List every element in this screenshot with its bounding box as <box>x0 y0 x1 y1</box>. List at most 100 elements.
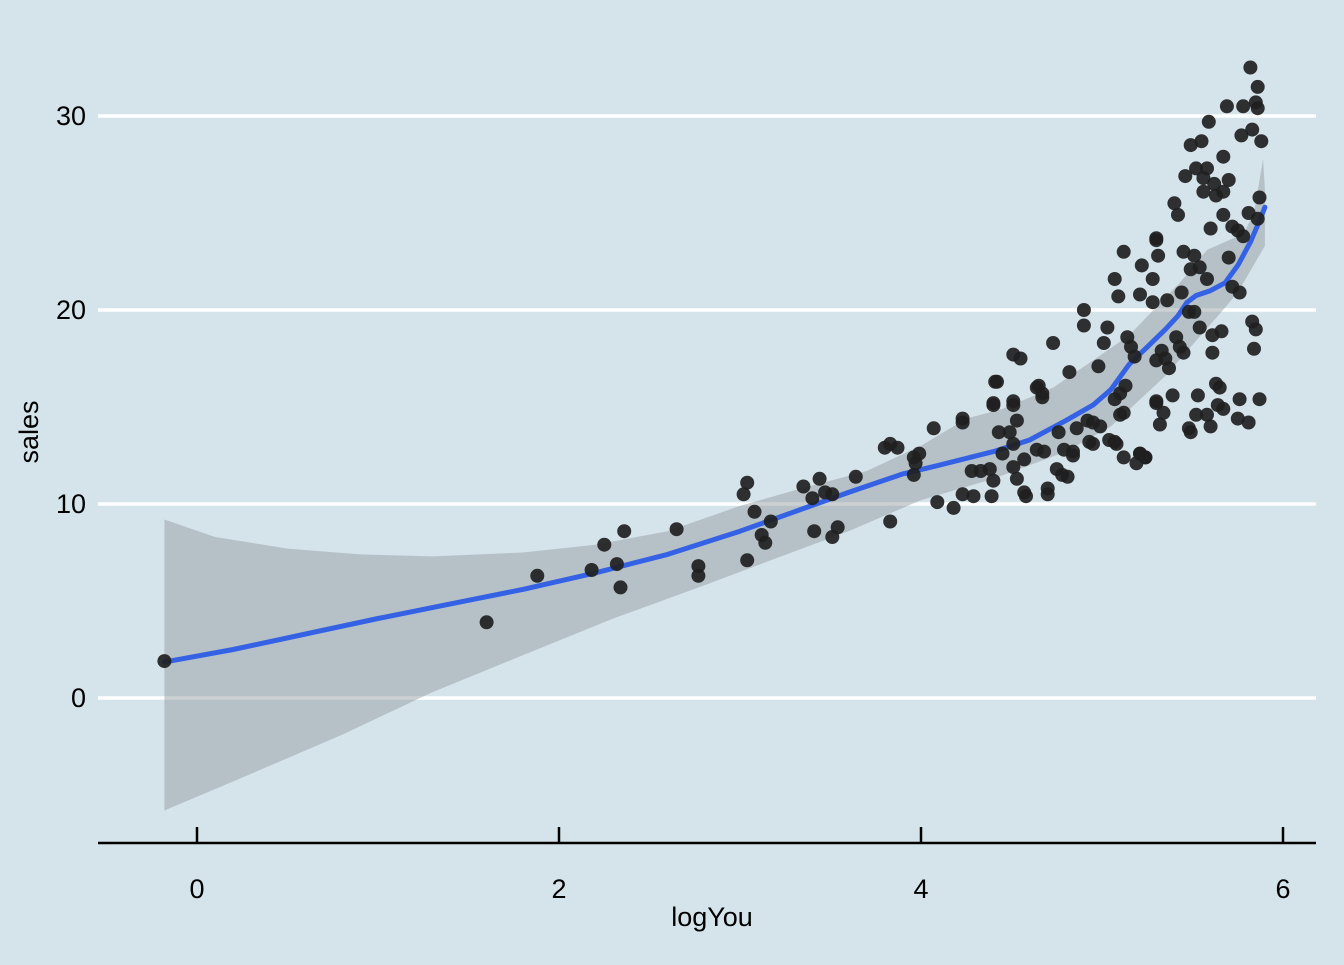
scatter-point <box>1100 320 1115 335</box>
scatter-point <box>1247 341 1261 356</box>
y-tick-label-0: 0 <box>71 683 86 713</box>
scatter-point <box>1200 407 1214 422</box>
scatter-point <box>1245 122 1260 137</box>
scatter-point <box>1178 169 1193 184</box>
y-tick-label-20: 20 <box>56 295 86 325</box>
scatter-point <box>613 580 628 595</box>
scatter-point <box>1149 231 1164 246</box>
smooth-line <box>161 204 1268 665</box>
scatter-point <box>1062 365 1077 380</box>
scatter-point <box>584 563 599 577</box>
scatter-point <box>1162 361 1176 376</box>
scatter-point <box>1200 272 1214 286</box>
scatter-point <box>758 535 773 550</box>
scatter-point <box>1116 244 1131 259</box>
scatter-point <box>1160 293 1175 308</box>
scatter-point <box>1225 219 1240 234</box>
scatter-point <box>1190 388 1205 403</box>
scatter-point <box>1035 386 1050 401</box>
scatter-point <box>1145 272 1160 286</box>
scatter-point <box>1116 405 1131 420</box>
scatter-point <box>1138 450 1153 465</box>
scatter-point <box>1203 419 1218 434</box>
scatter-point <box>1040 481 1055 496</box>
y-axis-label: sales <box>14 400 44 463</box>
scatter-point <box>157 654 172 669</box>
scatter-point <box>740 553 755 568</box>
scatter-point <box>986 473 1001 488</box>
scatter-point <box>1250 101 1265 116</box>
scatter-point <box>1134 258 1149 273</box>
confidence-band <box>164 158 1265 811</box>
scatter-point <box>1219 99 1234 114</box>
scatter-point <box>1006 398 1021 413</box>
scatter-point <box>1017 452 1032 467</box>
scatter-point <box>1006 436 1021 451</box>
scatter-point <box>966 489 981 504</box>
scatter-point <box>1176 244 1191 259</box>
scatter-point <box>1176 345 1191 360</box>
scatter-point <box>982 462 997 477</box>
scatter-point <box>1207 176 1222 191</box>
scatter-point <box>1086 436 1100 451</box>
scatter-point <box>691 568 706 583</box>
scatter-point <box>747 504 762 519</box>
scatter-point <box>1051 425 1066 440</box>
scatter-point <box>1250 211 1265 226</box>
scatter-point <box>1006 460 1021 475</box>
scatter-point <box>986 396 1001 411</box>
scatter-point <box>1107 392 1122 407</box>
scatter-point <box>617 524 632 539</box>
scatter-point <box>1250 79 1265 94</box>
loess-curve <box>161 204 1268 665</box>
scatter-point <box>1093 419 1108 434</box>
scatter-point <box>984 489 999 504</box>
x-tick-label-2: 2 <box>551 874 566 904</box>
x-tick-label-6: 6 <box>1275 874 1290 904</box>
scatter-point <box>1201 114 1216 129</box>
scatter-point <box>609 557 624 572</box>
scatter-point <box>1060 469 1075 484</box>
scatter-point <box>1216 184 1231 199</box>
scatter-point <box>530 568 545 583</box>
scatter-point <box>1183 138 1198 153</box>
scatter-point <box>955 487 970 502</box>
scatter-point <box>736 487 751 502</box>
scatter-point <box>805 491 820 506</box>
x-tick-label-4: 4 <box>913 874 928 904</box>
scatter-point <box>1013 351 1028 366</box>
scatter-point <box>1236 229 1251 244</box>
x-tick-label-0: 0 <box>189 874 204 904</box>
scatter-point <box>796 479 811 494</box>
scatter-point <box>1196 184 1211 199</box>
scatter-point <box>1046 336 1061 350</box>
scatter-point <box>1149 396 1164 411</box>
scatter-point <box>479 615 494 630</box>
scatter-point <box>1194 134 1209 149</box>
scatter-point <box>1127 349 1142 364</box>
confidence-ribbon <box>164 158 1265 811</box>
scatter-point <box>1069 421 1084 436</box>
scatter-point <box>807 524 822 539</box>
scatter-point <box>1009 413 1024 428</box>
scatter-point <box>1234 128 1249 143</box>
scatter-point <box>1171 207 1185 222</box>
scatter-point <box>1037 444 1052 459</box>
scatter-point <box>990 374 1004 389</box>
scatter-point <box>691 559 706 574</box>
scatter-point <box>1116 450 1131 465</box>
scatter-point <box>1248 322 1263 337</box>
axis-labels: logYou sales <box>14 400 753 932</box>
scatter-point <box>1212 380 1227 395</box>
scatter-point <box>1187 304 1202 319</box>
scatter-point <box>991 425 1006 440</box>
scatter-point <box>1183 425 1198 440</box>
scatter-point <box>1167 196 1182 211</box>
y-tick-label-10: 10 <box>56 489 86 519</box>
scatter-point <box>1232 392 1247 407</box>
scatter-point <box>930 495 945 510</box>
scatter-point <box>1145 295 1160 310</box>
scatter-point <box>1252 190 1267 205</box>
scatter-point <box>1076 318 1091 333</box>
